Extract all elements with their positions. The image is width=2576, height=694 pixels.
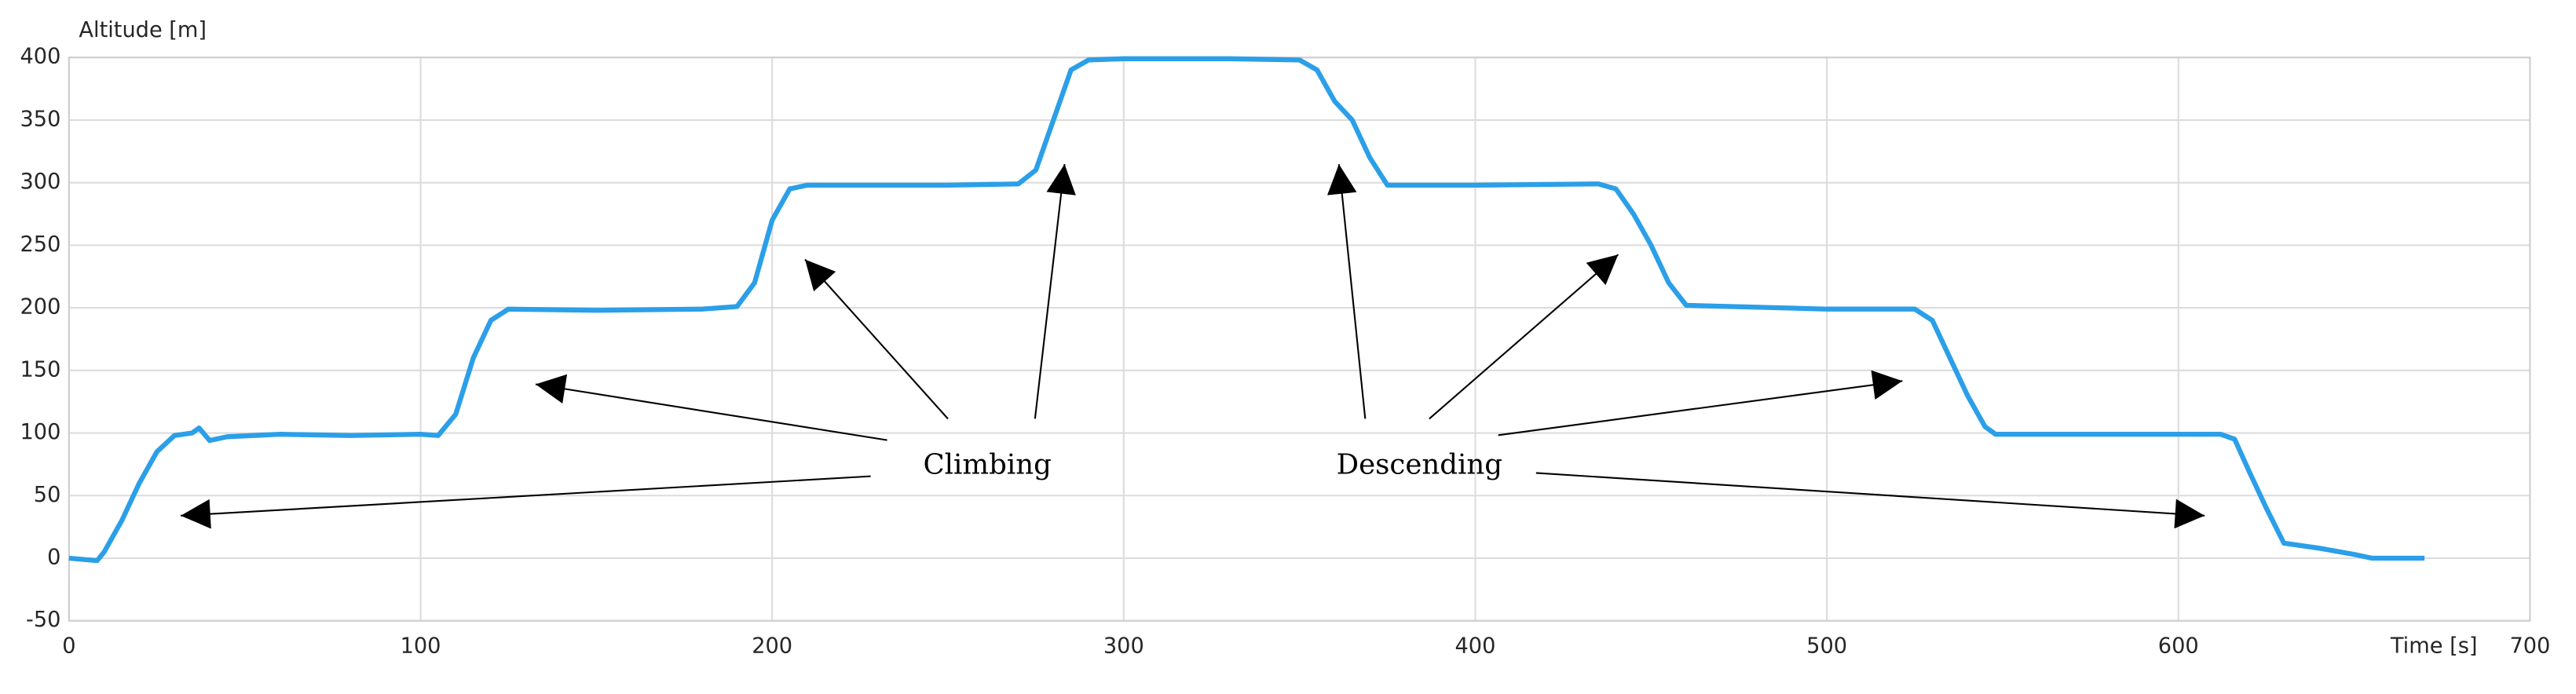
x-tick-label: 100 — [401, 634, 441, 659]
x-tick-label: 600 — [2158, 634, 2199, 659]
y-tick-label: 150 — [20, 357, 61, 382]
altitude-line — [68, 56, 2425, 564]
plot-frame — [68, 57, 2531, 622]
y-axis-label: Altitude [m] — [79, 18, 207, 42]
y-tick-label: 50 — [34, 483, 61, 507]
y-tick-label: 400 — [20, 45, 61, 69]
x-tick-label: 300 — [1103, 634, 1144, 659]
x-axis-label: Time [s] — [2390, 634, 2478, 659]
descending-arrows — [1326, 164, 2205, 529]
x-tick-label: 500 — [1806, 634, 1847, 659]
climbing-arrows — [181, 164, 1076, 529]
y-tick-label: 0 — [47, 545, 60, 569]
y-tick-label: -50 — [26, 608, 60, 632]
x-tick-label: 0 — [62, 634, 75, 659]
y-tick-label: 350 — [20, 107, 61, 131]
y-tick-label: 200 — [20, 295, 61, 320]
x-tick-label: 200 — [752, 634, 792, 659]
y-tick-label: 100 — [20, 420, 61, 444]
annotation: Descending — [1337, 449, 1502, 481]
annotation: Climbing — [923, 449, 1051, 481]
x-tick-label: 700 — [2509, 634, 2550, 659]
x-tick-label: 400 — [1455, 634, 1496, 659]
y-tick-label: 250 — [20, 232, 61, 257]
y-tick-label: 300 — [20, 170, 61, 194]
